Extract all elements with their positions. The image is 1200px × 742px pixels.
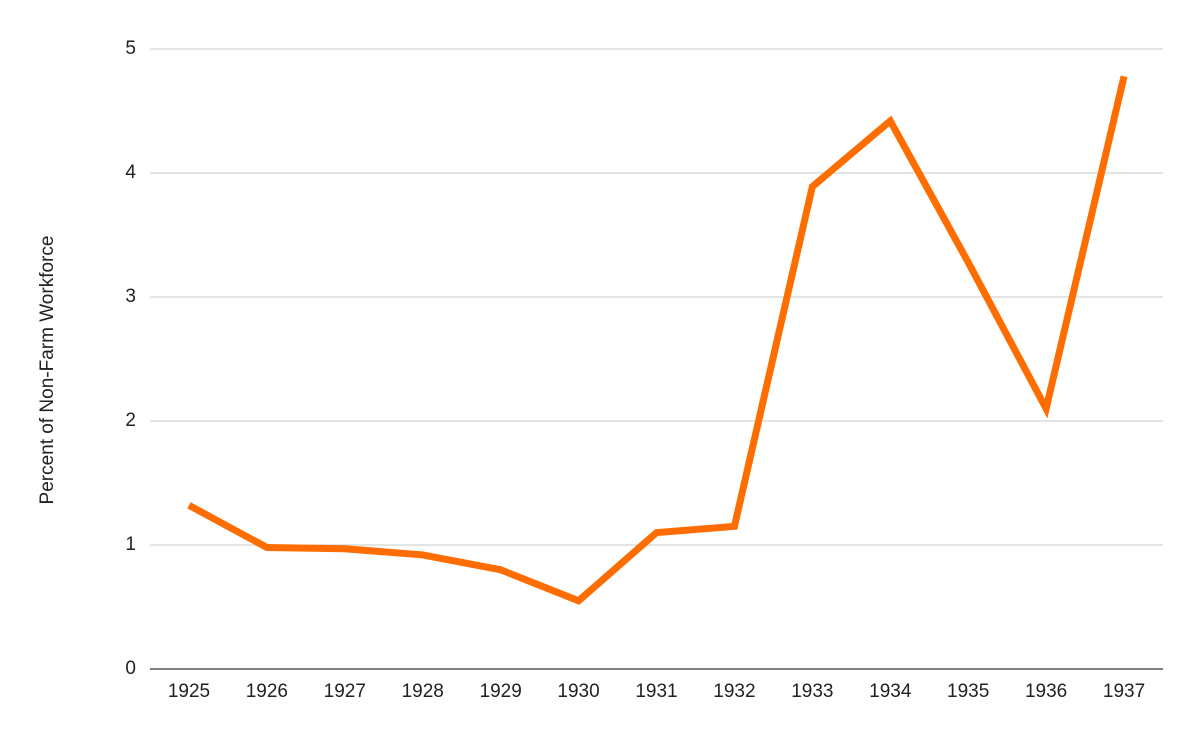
line xyxy=(187,75,1128,605)
y-tick-label: 2 xyxy=(125,410,136,431)
x-tick-label: 1925 xyxy=(168,681,210,702)
x-tick-label: 1930 xyxy=(557,681,599,702)
y-tick-label: 1 xyxy=(125,534,136,555)
x-tick-label: 1933 xyxy=(791,681,833,702)
x-tick-label: 1928 xyxy=(402,681,444,702)
x-tick-label: 1935 xyxy=(947,681,989,702)
x-tick-label: 1937 xyxy=(1103,681,1145,702)
x-tick-label: 1929 xyxy=(480,681,522,702)
y-tick-label: 5 xyxy=(125,38,136,59)
x-tick-label: 1936 xyxy=(1025,681,1067,702)
y-tick-label: 3 xyxy=(125,286,136,307)
x-tick-label: 1934 xyxy=(869,681,912,702)
y-tick-label: 0 xyxy=(125,658,136,679)
x-tick-label: 1931 xyxy=(635,681,677,702)
y-tick-label: 4 xyxy=(125,162,136,183)
x-tick-label: 1927 xyxy=(324,681,366,702)
x-tick-label: 1926 xyxy=(246,681,288,702)
x-tick-label: 1932 xyxy=(713,681,755,702)
y-axis-label: Percent of Non-Farm Workforce xyxy=(37,236,58,505)
